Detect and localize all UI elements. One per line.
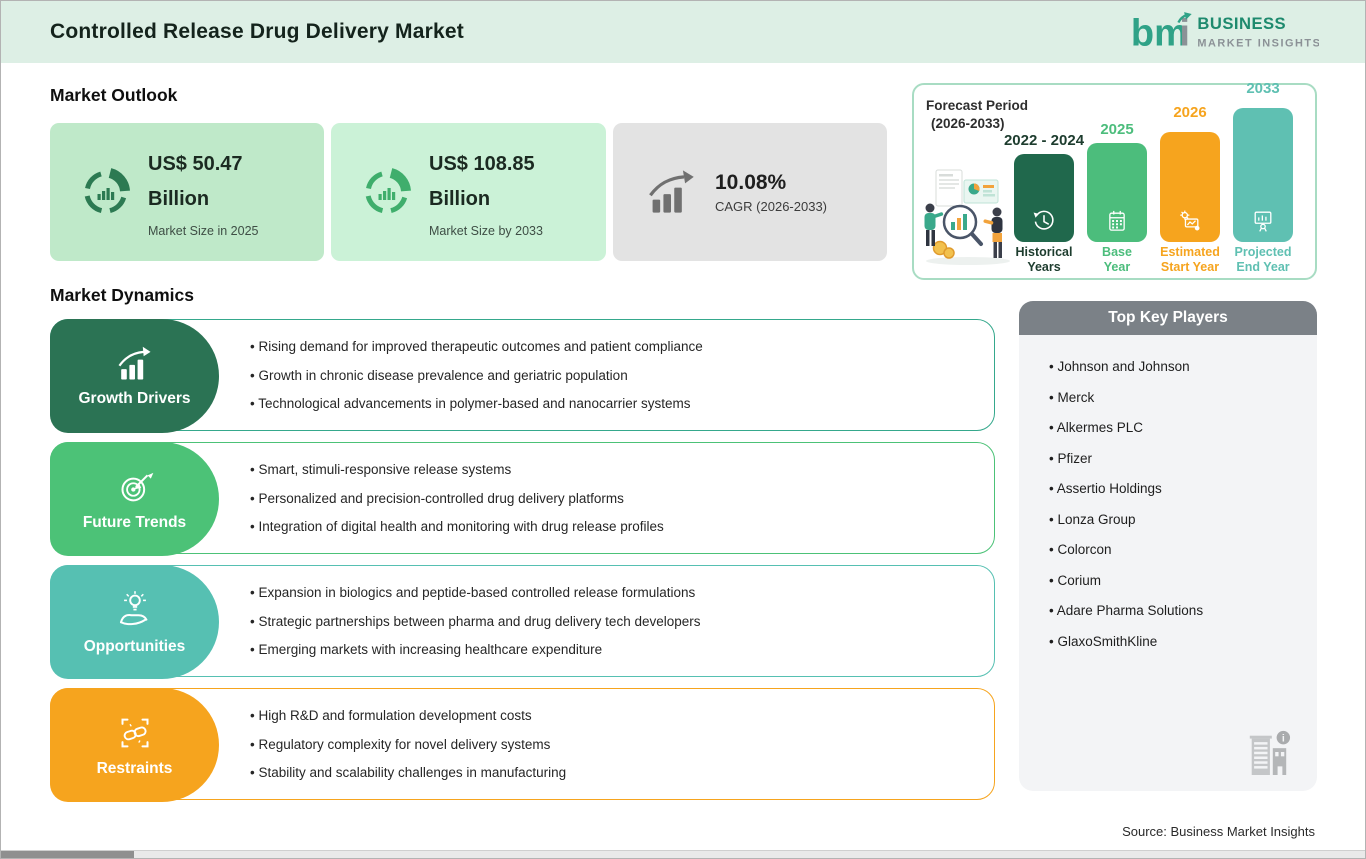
key-player-item: Lonza Group [1049,512,1317,543]
logo-line1: BUSINESS [1197,14,1286,33]
forecast-bar-base: 2025 [1087,121,1147,242]
opportunities-row: Opportunities Expansion in biologics and… [50,565,995,679]
target-arrow-icon [121,472,153,501]
forecast-bar-historical: 2022 - 2024 [1004,132,1084,242]
bullet-list: Rising demand for improved therapeutic o… [250,326,978,424]
key-player-item: GlaxoSmithKline [1049,634,1317,665]
bullet-item: Stability and scalability challenges in … [250,765,978,780]
bullet-item: Smart, stimuli-responsive release system… [250,462,978,477]
forecast-bar-year: 2025 [1100,121,1134,138]
key-player-item: Johnson and Johnson [1049,359,1317,390]
chain-link-icon [121,718,148,747]
top-key-players-heading: Top Key Players [1019,301,1317,335]
row-label: Restraints [96,759,173,777]
logo-line2: MARKET INSIGHTS [1197,37,1319,49]
key-player-item: Adare Pharma Solutions [1049,603,1317,634]
restraints-row: Restraints High R&D and formulation deve… [50,688,995,802]
bullet-item: Expansion in biologics and peptide-based… [250,585,978,600]
stat-card-market-size-2025: US$ 50.47 Billion Market Size in 2025 [50,123,324,261]
forecast-bar-caption: Base Year [1102,245,1132,274]
future-trends-pill: Future Trends [50,442,219,556]
bullet-item: High R&D and formulation development cos… [250,708,978,723]
stat-label: Market Size by 2033 [429,223,543,238]
bullet-item: Integration of digital health and monito… [250,519,978,534]
stat-label: Market Size in 2025 [148,223,259,238]
forecast-bar-caption: Estimated Start Year [1160,245,1220,274]
stat-card-market-size-2033: US$ 108.85 Billion Market Size by 2033 [331,123,606,261]
key-player-item: Alkermes PLC [1049,420,1317,451]
top-key-players-panel: Top Key Players Johnson and Johnson Merc… [1019,301,1317,791]
idea-hand-icon [119,590,147,625]
donut-chart-icon [84,168,130,214]
opportunities-pill: Opportunities [50,565,219,679]
stat-value: 10.08% [715,170,787,194]
svg-text:i: i [1282,732,1285,744]
forecast-bar-caption: Projected End Year [1234,245,1292,274]
bullet-item: Rising demand for improved therapeutic o… [250,339,978,354]
bullet-item: Personalized and precision-controlled dr… [250,491,978,506]
growth-drivers-pill: Growth Drivers [50,319,219,433]
bullet-item: Strategic partnerships between pharma an… [250,614,978,629]
forecast-bar-year: 2022 - 2024 [1003,132,1085,149]
market-dynamics-heading: Market Dynamics [50,285,194,305]
history-clock-icon [1033,210,1054,230]
restraints-pill: Restraints [50,688,219,802]
logo-mark-bm: bm [1131,12,1188,54]
donut-chart-icon [365,168,411,214]
forecast-period-panel: Forecast Period (2026-2033) [912,80,1317,280]
bullet-item: Technological advancements in polymer-ba… [250,396,978,411]
stat-card-cagr: 10.08% CAGR (2026-2033) [613,123,887,261]
forecast-bar-year: 2026 [1173,104,1207,121]
row-label: Growth Drivers [78,389,191,407]
scrollbar-thumb[interactable] [1,851,134,858]
presentation-award-icon [1254,211,1272,232]
stat-label: CAGR (2026-2033) [715,198,827,214]
forecast-bar-projected: 2033 [1233,80,1293,242]
bmi-logo: bm i BUSINESS MARKET INSIGHTS [1131,12,1319,54]
calendar-icon [1109,210,1125,231]
growth-chart-icon [649,170,694,213]
forecast-period-title: Forecast Period (2026-2033) [926,98,1029,131]
gear-chart-icon [1180,210,1200,231]
horizontal-scrollbar[interactable] [1,850,1365,858]
analytics-illustration [924,169,1010,265]
forecast-bar-estimated: 2026 [1160,104,1220,242]
logo-mark-i: i [1179,12,1190,54]
row-label: Future Trends [82,513,187,531]
bullet-item: Growth in chronic disease prevalence and… [250,368,978,383]
stat-value: US$ 108.85 Billion [429,152,535,210]
page-title: Controlled Release Drug Delivery Market [50,20,464,43]
source-attribution: Source: Business Market Insights [1122,824,1315,839]
bullet-item: Regulatory complexity for novel delivery… [250,737,978,752]
bullet-item: Emerging markets with increasing healthc… [250,642,978,657]
header-bar: Controlled Release Drug Delivery Market … [1,1,1365,63]
future-trends-row: Future Trends Smart, stimuli-responsive … [50,442,995,556]
growth-chart-icon [118,346,151,380]
stat-value: US$ 50.47 Billion [148,152,243,210]
row-label: Opportunities [83,637,186,655]
growth-drivers-row: Growth Drivers Rising demand for improve… [50,319,995,433]
key-player-item: Assertio Holdings [1049,481,1317,512]
key-players-list: Johnson and Johnson Merck Alkermes PLC P… [1019,359,1317,664]
bullet-list: Expansion in biologics and peptide-based… [250,572,978,670]
forecast-bar-caption: Historical Years [1015,245,1073,274]
key-player-item: Colorcon [1049,542,1317,573]
key-player-item: Merck [1049,390,1317,421]
forecast-bar-year: 2033 [1246,80,1280,97]
bullet-list: High R&D and formulation development cos… [250,695,978,793]
market-outlook-heading: Market Outlook [50,85,178,105]
key-player-item: Corium [1049,573,1317,604]
key-player-item: Pfizer [1049,451,1317,482]
company-building-icon: i [1249,730,1291,775]
bullet-list: Smart, stimuli-responsive release system… [250,449,978,547]
